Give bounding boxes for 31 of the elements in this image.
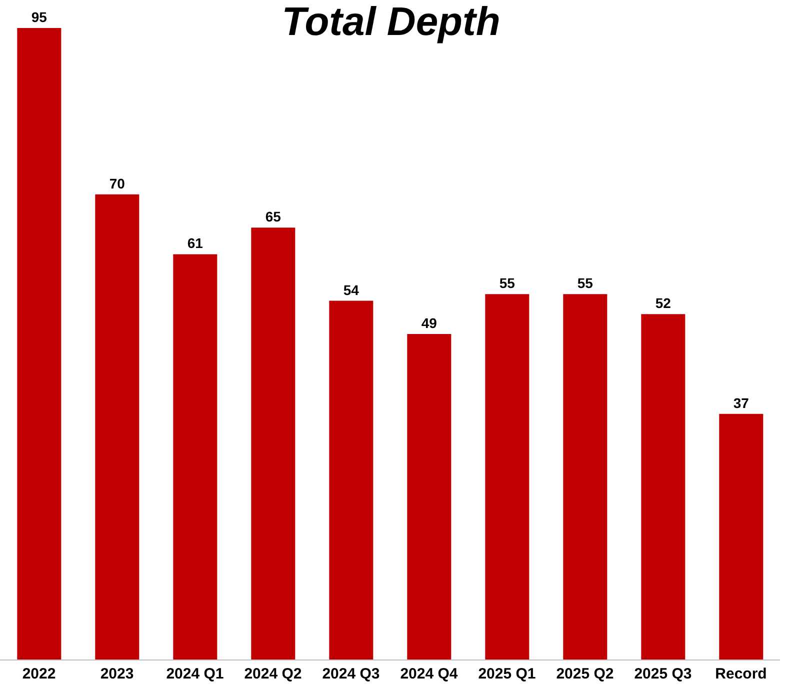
x-tick-label: 2024 Q1 bbox=[166, 666, 224, 683]
bar bbox=[251, 228, 296, 660]
bar bbox=[485, 294, 530, 660]
x-tick-label: 2025 Q3 bbox=[634, 666, 692, 683]
data-label: 49 bbox=[421, 315, 438, 332]
chart-title: Total Depth bbox=[282, 0, 500, 44]
x-tick-label: 2023 bbox=[100, 666, 134, 683]
data-label: 61 bbox=[187, 235, 204, 252]
x-tick-label: 2025 Q2 bbox=[556, 666, 614, 683]
x-tick-label: 2024 Q2 bbox=[244, 666, 302, 683]
bar bbox=[173, 254, 218, 660]
bar bbox=[563, 294, 608, 660]
x-tick-label: 2022 bbox=[22, 666, 56, 683]
bar bbox=[407, 334, 452, 660]
x-tick-label: 2024 Q3 bbox=[322, 666, 380, 683]
bar bbox=[641, 314, 686, 660]
data-label: 54 bbox=[343, 282, 360, 298]
bar bbox=[95, 194, 140, 660]
x-tick-label: Record bbox=[715, 666, 767, 683]
bar bbox=[329, 300, 374, 660]
data-label: 55 bbox=[577, 275, 594, 292]
data-label: 95 bbox=[31, 9, 48, 25]
x-tick-label: 2025 Q1 bbox=[478, 666, 536, 683]
data-label: 52 bbox=[655, 295, 672, 312]
data-label: 37 bbox=[733, 394, 750, 411]
bar bbox=[17, 28, 62, 660]
data-label: 65 bbox=[265, 208, 282, 225]
x-tick-label: 2024 Q4 bbox=[400, 666, 458, 683]
data-label: 55 bbox=[499, 275, 516, 292]
bar bbox=[719, 414, 764, 660]
data-label: 70 bbox=[109, 175, 126, 192]
